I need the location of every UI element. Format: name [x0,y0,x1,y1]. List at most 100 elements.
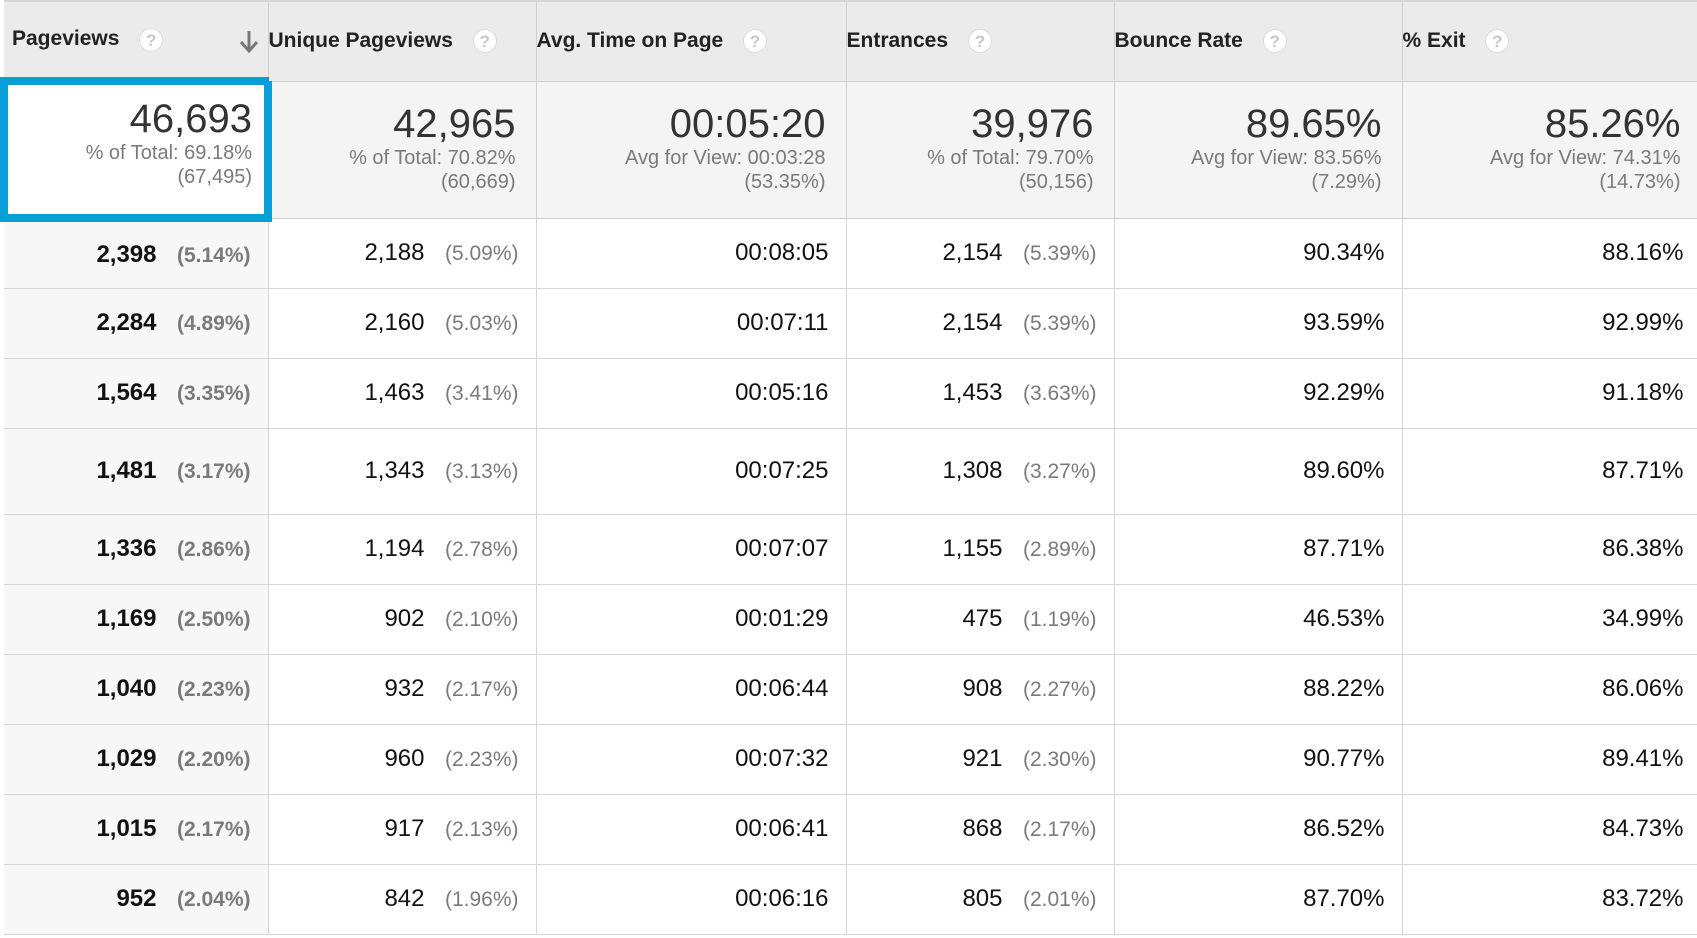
cell-pageviews: 1,015 (2.17%) [4,794,269,865]
table-row[interactable]: 1,481 (3.17%) 1,343 (3.13%) 00:07:25 1,308 (3.… [4,428,1697,515]
cell-entrances: 921 (2.30%) [846,724,1115,795]
cell-exit: 87.71% [1402,428,1697,515]
totals-row: 46,693 % of Total: 69.18% (67,495) 42,96… [0,77,1697,222]
total-cell-avg-time-on-page[interactable]: 00:05:20 Avg for View: 00:03:28 (53.35%) [536,81,847,219]
cell-entrances: 2,154 (5.39%) [846,218,1115,289]
total-comparison: % of Total: 79.70% [927,146,1094,169]
help-icon[interactable]: ? [139,27,164,52]
entrances-percent: (2.27%) [1022,678,1097,701]
bounce-rate-value: 46.53% [1303,605,1385,632]
table-row[interactable]: 1,336 (2.86%) 1,194 (2.78%) 00:07:07 1,155 (2.… [4,514,1697,585]
cell-pageviews: 2,398 (5.14%) [4,218,269,289]
unique-pageviews-percent: (2.23%) [444,748,519,771]
table-row[interactable]: 2,398 (5.14%) 2,188 (5.09%) 00:08:05 2,154 (5.… [4,218,1697,289]
table-row[interactable]: 952 (2.04%) 842 (1.96%) 00:06:16 805 (2.01%) 87… [4,864,1697,935]
cell-avg-time-on-page: 00:06:41 [536,794,847,865]
exit-value: 84.73% [1602,815,1684,842]
cell-bounce-rate: 87.71% [1114,514,1403,585]
entrances-value: 868 [962,815,1003,842]
entrances-percent: (2.89%) [1022,538,1097,561]
column-header-label: Avg. Time on Page [536,29,724,53]
cell-avg-time-on-page: 00:06:44 [536,654,847,725]
unique-pageviews-percent: (2.10%) [444,608,519,631]
entrances-value: 921 [962,745,1003,772]
cell-bounce-rate: 46.53% [1114,584,1403,655]
pageviews-value: 1,481 [96,457,157,484]
cell-bounce-rate: 90.34% [1114,218,1403,289]
column-header-avg-time-on-page[interactable]: Avg. Time on Page ? [536,0,847,82]
entrances-percent: (1.19%) [1022,608,1097,631]
exit-value: 34.99% [1602,605,1684,632]
cell-avg-time-on-page: 00:07:25 [536,428,847,515]
table-row[interactable]: 1,040 (2.23%) 932 (2.17%) 00:06:44 908 (2.27%)… [4,654,1697,725]
cell-exit: 92.99% [1402,288,1697,359]
help-icon[interactable]: ? [967,29,992,54]
cell-bounce-rate: 92.29% [1114,358,1403,429]
entrances-value: 1,308 [942,457,1003,484]
column-header-exit[interactable]: % Exit ? [1402,0,1697,82]
entrances-percent: (3.63%) [1022,382,1097,405]
table-row[interactable]: 2,284 (4.89%) 2,160 (5.03%) 00:07:11 2,154 (5.… [4,288,1697,359]
help-icon[interactable]: ? [1262,29,1287,54]
cell-unique-pageviews: 960 (2.23%) [268,724,537,795]
total-comparison: Avg for View: 00:03:28 [624,146,826,169]
column-header-pageviews[interactable]: Pageviews ? [4,0,269,82]
total-cell-bounce-rate[interactable]: 89.65% Avg for View: 83.56% (7.29%) [1114,81,1403,219]
pageviews-percent: (3.35%) [176,382,251,405]
entrances-value: 1,453 [942,379,1003,406]
cell-unique-pageviews: 1,194 (2.78%) [268,514,537,585]
exit-value: 83.72% [1602,885,1684,912]
total-cell-entrances[interactable]: 39,976 % of Total: 79.70% (50,156) [846,81,1115,219]
bounce-rate-value: 90.77% [1303,745,1385,772]
cell-avg-time-on-page: 00:07:07 [536,514,847,585]
exit-value: 92.99% [1602,309,1684,336]
total-cell-pageviews[interactable]: 46,693 % of Total: 69.18% (67,495) [0,77,272,222]
pageviews-percent: (2.86%) [176,538,251,561]
exit-value: 87.71% [1602,457,1684,484]
table-row[interactable]: 1,169 (2.50%) 902 (2.10%) 00:01:29 475 (1.19%)… [4,584,1697,655]
total-value: 00:05:20 [669,101,826,146]
total-base: (14.73%) [1599,170,1681,193]
pageviews-percent: (5.14%) [176,243,251,267]
sort-descending-icon[interactable] [238,29,260,55]
avg-time-value: 00:06:16 [735,885,829,912]
table-row[interactable]: 1,564 (3.35%) 1,463 (3.41%) 00:05:16 1,453 (3.… [4,358,1697,429]
unique-pageviews-percent: (2.78%) [444,538,519,561]
bounce-rate-value: 88.22% [1303,675,1385,702]
help-icon[interactable]: ? [743,29,768,54]
pageviews-value: 2,284 [96,309,157,336]
pageviews-percent: (3.17%) [176,460,251,483]
cell-exit: 34.99% [1402,584,1697,655]
total-cell-exit[interactable]: 85.26% Avg for View: 74.31% (14.73%) [1402,81,1697,219]
help-icon[interactable]: ? [472,29,497,54]
table-row[interactable]: 1,029 (2.20%) 960 (2.23%) 00:07:32 921 (2.30%)… [4,724,1697,795]
total-cell-unique-pageviews[interactable]: 42,965 % of Total: 70.82% (60,669) [268,81,537,219]
pageviews-percent: (2.23%) [176,678,251,701]
total-comparison: Avg for View: 83.56% [1191,146,1382,169]
column-header-entrances[interactable]: Entrances ? [846,0,1115,82]
pageviews-value: 1,336 [96,535,157,562]
column-header-label: Unique Pageviews [268,29,453,53]
cell-unique-pageviews: 917 (2.13%) [268,794,537,865]
pageviews-percent: (2.50%) [176,608,251,631]
unique-pageviews-value: 1,343 [364,457,425,484]
column-header-bounce-rate[interactable]: Bounce Rate ? [1114,0,1403,82]
avg-time-value: 00:06:44 [735,675,829,702]
unique-pageviews-percent: (2.13%) [444,818,519,841]
help-icon[interactable]: ? [1485,29,1510,54]
bounce-rate-value: 89.60% [1303,457,1385,484]
total-value: 39,976 [971,101,1094,146]
cell-pageviews: 1,564 (3.35%) [4,358,269,429]
cell-unique-pageviews: 2,188 (5.09%) [268,218,537,289]
cell-bounce-rate: 87.70% [1114,864,1403,935]
column-header-label: % Exit [1402,29,1466,53]
unique-pageviews-percent: (3.13%) [444,460,519,483]
table-row[interactable]: 1,015 (2.17%) 917 (2.13%) 00:06:41 868 (2.17%)… [4,794,1697,865]
entrances-value: 2,154 [942,309,1003,336]
pageviews-percent: (4.89%) [176,312,251,335]
column-header-unique-pageviews[interactable]: Unique Pageviews ? [268,0,537,82]
pageviews-value: 1,029 [96,745,157,772]
total-comparison: Avg for View: 74.31% [1490,146,1681,169]
bounce-rate-value: 92.29% [1303,379,1385,406]
